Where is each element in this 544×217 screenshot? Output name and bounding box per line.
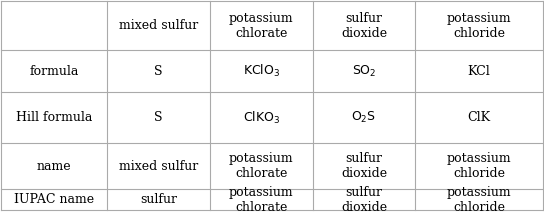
Text: potassium
chlorate: potassium chlorate: [229, 12, 294, 40]
Text: sulfur: sulfur: [140, 193, 177, 206]
Text: S: S: [154, 111, 163, 124]
Text: KCl: KCl: [468, 65, 490, 78]
Text: potassium
chlorate: potassium chlorate: [229, 186, 294, 214]
Text: potassium
chloride: potassium chloride: [447, 12, 511, 40]
Text: S: S: [154, 65, 163, 78]
Text: potassium
chloride: potassium chloride: [447, 152, 511, 180]
Text: IUPAC name: IUPAC name: [14, 193, 94, 206]
Text: sulfur
dioxide: sulfur dioxide: [341, 152, 387, 180]
Text: $\mathrm{SO_2}$: $\mathrm{SO_2}$: [352, 64, 376, 79]
Text: potassium
chlorate: potassium chlorate: [229, 152, 294, 180]
Text: potassium
chloride: potassium chloride: [447, 186, 511, 214]
Text: Hill formula: Hill formula: [16, 111, 92, 124]
Text: $\mathrm{KClO_3}$: $\mathrm{KClO_3}$: [243, 63, 280, 79]
Text: sulfur
dioxide: sulfur dioxide: [341, 186, 387, 214]
Text: name: name: [37, 160, 71, 173]
Text: ClK: ClK: [467, 111, 491, 124]
Text: $\mathrm{O_2S}$: $\mathrm{O_2S}$: [351, 110, 376, 125]
Text: sulfur
dioxide: sulfur dioxide: [341, 12, 387, 40]
Text: formula: formula: [29, 65, 79, 78]
Text: mixed sulfur: mixed sulfur: [119, 160, 198, 173]
Text: mixed sulfur: mixed sulfur: [119, 19, 198, 32]
Text: $\mathrm{ClKO_3}$: $\mathrm{ClKO_3}$: [243, 110, 280, 126]
